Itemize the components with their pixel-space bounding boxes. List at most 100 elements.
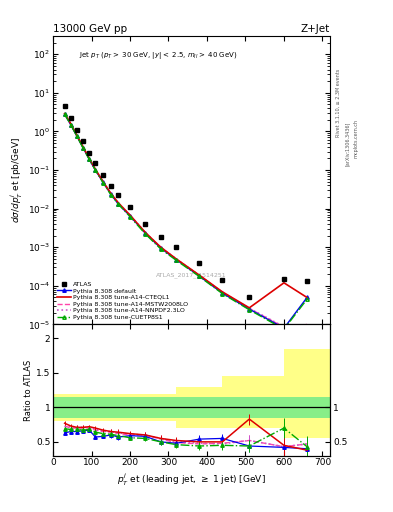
- Pythia 8.308 tune-CUETP8S1: [247, 307, 252, 313]
- Pythia 8.308 tune-CUETP8S1: [197, 273, 202, 280]
- Pythia 8.308 tune-CUETP8S1: [305, 296, 309, 302]
- Text: ATLAS_2017_I1514251: ATLAS_2017_I1514251: [156, 272, 227, 278]
- ATLAS: [62, 103, 67, 110]
- Pythia 8.308 tune-CUETP8S1: [143, 231, 148, 237]
- Pythia 8.308 default: [68, 121, 73, 127]
- Pythia 8.308 default: [75, 133, 79, 139]
- Bar: [130, 394, 176, 421]
- Pythia 8.308 tune-A14-NNPDF2.3LO: [247, 305, 252, 311]
- Pythia 8.308 tune-CUETP8S1: [62, 111, 67, 117]
- Line: Pythia 8.308 default: Pythia 8.308 default: [63, 113, 309, 330]
- Pythia 8.308 default: [197, 273, 202, 279]
- Pythia 8.308 tune-A14-NNPDF2.3LO: [62, 111, 67, 117]
- Pythia 8.308 tune-A14-NNPDF2.3LO: [158, 244, 163, 250]
- Pythia 8.308 tune-A14-CTEQL1: [101, 179, 105, 185]
- Pythia 8.308 tune-A14-MSTW2008LO: [143, 230, 148, 236]
- Pythia 8.308 tune-A14-NNPDF2.3LO: [75, 132, 79, 138]
- ATLAS: [220, 277, 225, 283]
- Pythia 8.308 tune-A14-MSTW2008LO: [281, 324, 286, 330]
- Pythia 8.308 tune-A14-CTEQL1: [247, 305, 252, 311]
- Pythia 8.308 tune-CUETP8S1: [116, 201, 121, 207]
- Pythia 8.308 tune-A14-NNPDF2.3LO: [101, 179, 105, 185]
- Pythia 8.308 tune-A14-CTEQL1: [68, 120, 73, 126]
- Pythia 8.308 tune-A14-NNPDF2.3LO: [143, 229, 148, 236]
- Pythia 8.308 default: [158, 245, 163, 251]
- Pythia 8.308 tune-A14-CTEQL1: [108, 190, 113, 197]
- Pythia 8.308 tune-A14-MSTW2008LO: [174, 256, 178, 262]
- Line: ATLAS: ATLAS: [62, 104, 309, 300]
- ATLAS: [116, 193, 121, 199]
- Pythia 8.308 tune-A14-CTEQL1: [197, 272, 202, 278]
- Pythia 8.308 default: [305, 294, 309, 301]
- Pythia 8.308 default: [81, 144, 85, 151]
- Pythia 8.308 tune-CUETP8S1: [75, 133, 79, 139]
- Pythia 8.308 tune-CUETP8S1: [93, 167, 98, 173]
- Bar: [130, 397, 176, 418]
- Pythia 8.308 default: [87, 156, 92, 162]
- Pythia 8.308 tune-A14-CTEQL1: [305, 294, 309, 301]
- Y-axis label: $d\sigma/dp_T^j$ et [pb/GeV]: $d\sigma/dp_T^j$ et [pb/GeV]: [9, 137, 25, 223]
- Pythia 8.308 tune-CUETP8S1: [281, 326, 286, 332]
- ATLAS: [281, 276, 286, 282]
- Pythia 8.308 default: [108, 191, 113, 197]
- Bar: [176, 397, 222, 418]
- Pythia 8.308 tune-A14-CTEQL1: [174, 256, 178, 262]
- Bar: [95, 397, 130, 418]
- Pythia 8.308 tune-A14-MSTW2008LO: [101, 179, 105, 185]
- Pythia 8.308 default: [101, 179, 105, 185]
- Pythia 8.308 default: [128, 213, 132, 219]
- Pythia 8.308 tune-A14-NNPDF2.3LO: [68, 121, 73, 127]
- Pythia 8.308 tune-A14-NNPDF2.3LO: [108, 190, 113, 197]
- Pythia 8.308 tune-A14-CTEQL1: [116, 200, 121, 206]
- Pythia 8.308 tune-A14-NNPDF2.3LO: [281, 324, 286, 330]
- Pythia 8.308 tune-A14-MSTW2008LO: [305, 322, 309, 328]
- Pythia 8.308 tune-CUETP8S1: [101, 180, 105, 186]
- Text: 13000 GeV pp: 13000 GeV pp: [53, 24, 127, 34]
- Pythia 8.308 tune-A14-CTEQL1: [281, 280, 286, 286]
- Legend: ATLAS, Pythia 8.308 default, Pythia 8.308 tune-A14-CTEQL1, Pythia 8.308 tune-A14: ATLAS, Pythia 8.308 default, Pythia 8.30…: [56, 281, 189, 322]
- Pythia 8.308 tune-CUETP8S1: [128, 214, 132, 220]
- Text: [arXiv:1306.3436]: [arXiv:1306.3436]: [345, 121, 350, 165]
- Pythia 8.308 tune-CUETP8S1: [174, 257, 178, 263]
- Bar: [284, 349, 330, 438]
- Bar: [284, 397, 330, 418]
- Bar: [53, 397, 95, 418]
- Pythia 8.308 tune-A14-MSTW2008LO: [220, 289, 225, 295]
- Text: Z+Jet: Z+Jet: [301, 24, 330, 34]
- Pythia 8.308 tune-A14-CTEQL1: [128, 212, 132, 218]
- Pythia 8.308 tune-A14-NNPDF2.3LO: [220, 289, 225, 295]
- ATLAS: [158, 234, 163, 241]
- Pythia 8.308 tune-CUETP8S1: [108, 191, 113, 198]
- Text: Jet $p_T$ ($p_T >$ 30 GeV, $|y| <$ 2.5, $m_{ll} >$ 40 GeV): Jet $p_T$ ($p_T >$ 30 GeV, $|y| <$ 2.5, …: [79, 50, 238, 61]
- Pythia 8.308 default: [174, 257, 178, 263]
- ATLAS: [143, 221, 148, 227]
- Pythia 8.308 tune-A14-CTEQL1: [75, 133, 79, 139]
- Pythia 8.308 tune-A14-MSTW2008LO: [247, 305, 252, 311]
- ATLAS: [305, 279, 309, 285]
- Pythia 8.308 tune-A14-CTEQL1: [158, 244, 163, 250]
- Pythia 8.308 tune-A14-MSTW2008LO: [108, 190, 113, 197]
- Pythia 8.308 tune-CUETP8S1: [81, 145, 85, 151]
- Pythia 8.308 tune-A14-CTEQL1: [62, 111, 67, 117]
- Pythia 8.308 tune-A14-NNPDF2.3LO: [93, 166, 98, 173]
- Line: Pythia 8.308 tune-A14-NNPDF2.3LO: Pythia 8.308 tune-A14-NNPDF2.3LO: [64, 114, 307, 327]
- Pythia 8.308 tune-CUETP8S1: [158, 246, 163, 252]
- Line: Pythia 8.308 tune-A14-CTEQL1: Pythia 8.308 tune-A14-CTEQL1: [64, 114, 307, 308]
- Pythia 8.308 tune-A14-MSTW2008LO: [75, 133, 79, 139]
- ATLAS: [68, 115, 73, 121]
- ATLAS: [108, 183, 113, 189]
- Pythia 8.308 tune-A14-MSTW2008LO: [128, 212, 132, 219]
- Bar: [95, 394, 130, 421]
- Pythia 8.308 tune-A14-NNPDF2.3LO: [81, 144, 85, 150]
- Pythia 8.308 tune-A14-CTEQL1: [87, 155, 92, 161]
- ATLAS: [93, 160, 98, 166]
- Pythia 8.308 default: [247, 306, 252, 312]
- Pythia 8.308 default: [116, 201, 121, 207]
- Pythia 8.308 tune-A14-NNPDF2.3LO: [305, 322, 309, 328]
- Line: Pythia 8.308 tune-A14-MSTW2008LO: Pythia 8.308 tune-A14-MSTW2008LO: [64, 114, 307, 327]
- Pythia 8.308 tune-CUETP8S1: [220, 290, 225, 296]
- ATLAS: [174, 244, 178, 250]
- Pythia 8.308 tune-A14-CTEQL1: [93, 166, 98, 173]
- ATLAS: [75, 127, 79, 133]
- Text: mcplots.cern.ch: mcplots.cern.ch: [354, 119, 359, 158]
